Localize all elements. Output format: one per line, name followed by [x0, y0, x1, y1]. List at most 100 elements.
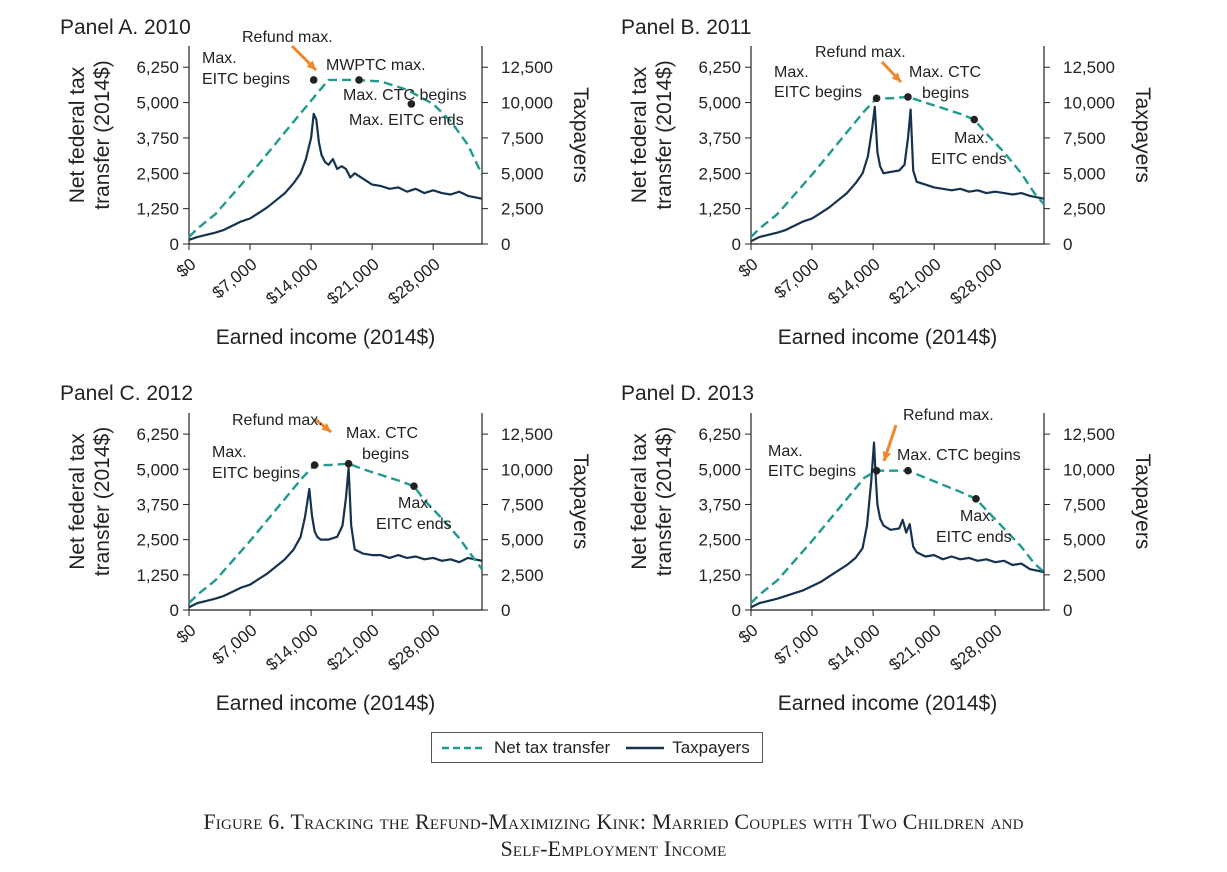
x-tick-label: $14,000 — [824, 255, 883, 309]
annotation-label: Max. CTC begins — [343, 87, 467, 104]
left-axis-label: Net federal taxtransfer (2014$) — [628, 427, 676, 576]
right-tick-label: 10,000 — [501, 460, 553, 479]
left-tick-label: 2,500 — [698, 164, 741, 183]
kink-point — [872, 466, 881, 475]
kink-point — [309, 76, 318, 84]
taxpayers-line — [188, 466, 483, 609]
left-tick-label: 6,250 — [136, 425, 179, 444]
left-axis-label-line-1: Net federal tax — [628, 66, 651, 203]
x-tick-label: $7,000 — [209, 621, 261, 669]
right-tick-label: 0 — [501, 235, 510, 254]
right-tick-label: 10,000 — [1063, 460, 1115, 479]
right-tick-label: 5,000 — [1063, 164, 1106, 183]
annotation-label: Refund max. — [242, 29, 333, 46]
left-axis-label: Net federal taxtransfer (2014$) — [66, 427, 114, 576]
x-tick-label: $7,000 — [209, 255, 261, 303]
x-tick-label: $0 — [735, 255, 762, 282]
annotation-label: Refund max. — [232, 412, 323, 429]
annotation-label: EITC ends — [376, 516, 452, 533]
right-tick-label: 5,000 — [501, 164, 544, 183]
left-tick-label: 1,250 — [136, 566, 179, 585]
kink-point — [407, 100, 416, 108]
x-tick-label: $21,000 — [885, 255, 944, 309]
left-tick-label: 1,250 — [698, 566, 741, 585]
taxpayers-line — [188, 112, 483, 241]
refund-arrow-head — [891, 72, 901, 82]
annotation-label: EITC ends — [936, 529, 1012, 546]
left-axis-label-line-2: transfer (2014$) — [653, 60, 676, 209]
right-tick-label: 0 — [1063, 601, 1072, 620]
right-tick-label: 2,500 — [501, 566, 544, 585]
net-transfer-line — [188, 462, 483, 604]
right-tick-label: 5,000 — [501, 531, 544, 550]
x-tick-label: $28,000 — [384, 621, 443, 675]
panel-3: Panel C. 2012 0 1,250 2,500 3,750 5,000 6,250 0… — [60, 382, 592, 715]
left-tick-label: 0 — [170, 601, 179, 620]
right-tick-label: 10,000 — [1063, 94, 1115, 113]
left-tick-label: 3,750 — [698, 495, 741, 514]
left-axis-label-line-1: Net federal tax — [66, 66, 89, 203]
right-axis-label: Taxpayers — [569, 454, 592, 550]
x-tick-label: $0 — [173, 621, 200, 648]
left-axis-label-line-1: Net federal tax — [628, 433, 651, 570]
refund-arrow-head — [882, 451, 891, 461]
right-tick-label: 7,500 — [501, 495, 544, 514]
legend-label-taxpayers: Taxpayers — [672, 737, 750, 757]
legend: Net tax transfer Taxpayers — [431, 732, 763, 763]
annotation-label: EITC begins — [202, 71, 290, 88]
left-axis-label-line-2: transfer (2014$) — [653, 427, 676, 576]
left-tick-label: 3,750 — [698, 129, 741, 148]
kink-point — [872, 94, 881, 103]
right-tick-label: 12,500 — [1063, 58, 1115, 77]
left-tick-label: 5,000 — [698, 94, 741, 113]
right-axis-label: Taxpayers — [1131, 454, 1154, 550]
x-tick-label: $7,000 — [771, 621, 823, 669]
right-tick-label: 0 — [1063, 235, 1072, 254]
x-tick-label: $28,000 — [384, 255, 443, 309]
legend-swatch-dashed — [442, 746, 486, 749]
x-axis-label: Earned income (2014$) — [778, 326, 997, 349]
right-tick-label: 2,500 — [1063, 200, 1106, 219]
panel-title: Panel B. 2011 — [621, 16, 751, 39]
right-tick-label: 12,500 — [501, 58, 553, 77]
left-tick-label: 1,250 — [698, 200, 741, 219]
left-axis-label-line-1: Net federal tax — [66, 433, 89, 570]
annotation-label: EITC ends — [931, 151, 1007, 168]
x-tick-label: $7,000 — [771, 255, 823, 303]
panel-title: Panel A. 2010 — [60, 16, 191, 39]
left-tick-label: 6,250 — [698, 58, 741, 77]
x-tick-label: $21,000 — [323, 255, 382, 309]
left-tick-label: 2,500 — [136, 164, 179, 183]
net-transfer-line — [750, 469, 1045, 604]
left-axis-label-line-2: transfer (2014$) — [91, 60, 114, 209]
annotation-label: EITC begins — [768, 463, 856, 480]
annotation-label: Max. — [398, 495, 433, 512]
left-axis-label: Net federal taxtransfer (2014$) — [66, 60, 114, 209]
left-tick-label: 2,500 — [136, 531, 179, 550]
kink-point — [310, 461, 319, 469]
annotation-label: EITC begins — [212, 465, 300, 482]
panel-2: Panel B. 2011 0 1,250 2,500 3,750 5,000 6,250 0… — [621, 16, 1154, 349]
kink-point — [355, 76, 363, 84]
left-tick-label: 1,250 — [136, 200, 179, 219]
panel-4: Panel D. 2013 0 1,250 2,500 3,750 5,000 6,250 0… — [621, 382, 1154, 715]
right-axis-label: Taxpayers — [1131, 87, 1154, 183]
panel-1: Panel A. 2010 0 1,250 2,500 3,750 5,000 6,250 0… — [60, 16, 592, 349]
net-transfer-line — [750, 95, 1045, 238]
taxpayers-line — [750, 441, 1045, 609]
left-tick-label: 5,000 — [698, 460, 741, 479]
right-tick-label: 2,500 — [1063, 566, 1106, 585]
annotation-label: Refund max. — [815, 44, 906, 61]
right-tick-label: 2,500 — [501, 200, 544, 219]
x-axis-label: Earned income (2014$) — [216, 326, 435, 349]
annotation-label: MWPTC max. — [326, 57, 426, 74]
x-tick-label: $0 — [735, 621, 762, 648]
right-axis-label: Taxpayers — [569, 87, 592, 183]
annotation-label: Refund max. — [903, 407, 994, 424]
left-tick-label: 3,750 — [136, 129, 179, 148]
caption-line-2: Self-Employment Income — [500, 836, 727, 861]
right-tick-label: 7,500 — [1063, 129, 1106, 148]
right-tick-label: 7,500 — [1063, 495, 1106, 514]
legend-swatch-solid — [626, 746, 665, 749]
